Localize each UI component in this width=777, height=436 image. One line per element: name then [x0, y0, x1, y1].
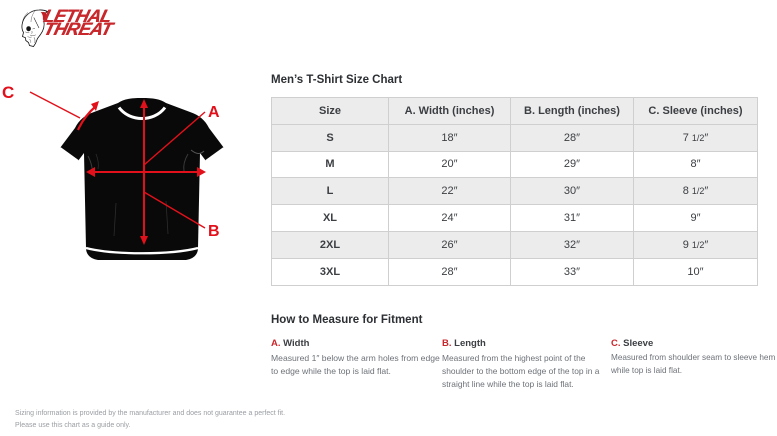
svg-text:C: C	[2, 83, 14, 102]
svg-text:B: B	[208, 223, 220, 240]
svg-text:A: A	[208, 104, 220, 121]
